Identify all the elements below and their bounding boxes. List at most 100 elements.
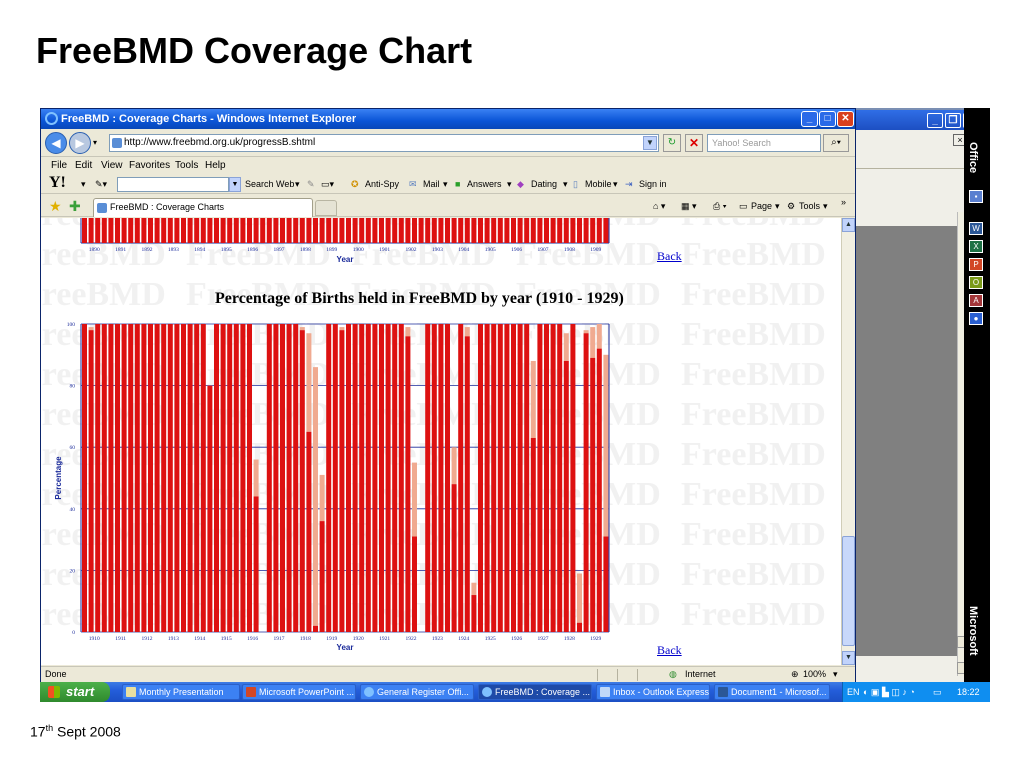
menu-edit[interactable]: Edit [75,160,93,171]
scroll-up-icon[interactable]: ▲ [842,218,855,232]
excel-icon[interactable]: X [969,240,983,253]
history-dropdown-icon[interactable]: ▾ [93,138,98,147]
task-general-register[interactable]: General Register Offi... [360,684,474,700]
chevron-more-icon[interactable]: » [841,197,847,207]
vertical-scrollbar[interactable]: ▲ ▼ [841,218,855,665]
menu-tools[interactable]: Tools [175,160,199,171]
menu-favorites[interactable]: Favorites [129,160,171,171]
home-icon[interactable]: ⌂ ▾ [653,201,666,211]
bar-partial [603,354,609,537]
answers-button[interactable]: Answers [467,179,502,189]
access-icon[interactable]: A [969,294,983,307]
language-indicator[interactable]: EN [847,687,860,697]
word-icon[interactable]: W [969,222,983,235]
zoom-level[interactable]: 100% [803,669,827,679]
maximize-icon[interactable]: □ [819,111,836,127]
minimize-icon[interactable]: _ [927,113,943,128]
task-freebmd[interactable]: FreeBMD : Coverage ... [478,684,592,700]
feeds-icon[interactable]: ▦ ▾ [681,201,697,211]
back-link-top[interactable]: Back [657,249,682,263]
dropdown-arrow-icon[interactable]: ▾ [295,179,300,189]
office-app-icon[interactable]: ▪ [969,190,983,203]
pencil-icon[interactable]: ✎ [307,179,315,189]
scrollbar-thumb[interactable] [842,536,855,646]
dropdown-arrow-icon[interactable]: ▾ [443,179,448,189]
tab-freebmd[interactable]: FreeBMD : Coverage Charts [93,198,313,217]
back-link-bottom[interactable]: Back [657,643,682,657]
mobile-button[interactable]: Mobile [585,179,612,189]
top-chart-bar [570,218,576,243]
tools-menu-button[interactable]: Tools [799,201,821,211]
dropdown-arrow-icon[interactable]: ▼ [229,177,241,192]
menu-file[interactable]: File [51,160,68,171]
publisher-icon[interactable]: ● [969,312,983,325]
search-input[interactable]: Yahoo! Search [707,134,821,152]
stop-icon[interactable]: ✕ [685,134,703,152]
x-tick-label: 1910 [89,636,100,642]
dropdown-arrow-icon[interactable]: ▾ [823,201,828,211]
top-chart-bar [544,218,549,243]
forward-arrow-icon[interactable]: ▶ [69,132,91,154]
task-word-document[interactable]: Document1 - Microsof... [714,684,830,700]
internet-explorer-window: FreeBMD : Coverage Charts - Windows Inte… [40,108,856,682]
task-monthly-presentation[interactable]: Monthly Presentation [122,684,240,700]
page-menu-button[interactable]: Page [751,201,773,211]
scroll-down-icon[interactable]: ▼ [842,651,855,665]
task-powerpoint[interactable]: Microsoft PowerPoint ... [242,684,356,700]
dropdown-arrow-icon[interactable]: ▾ [507,179,512,189]
top-chart-bar [273,218,279,243]
search-icon[interactable]: ⌕▾ [823,134,849,152]
x-tick-label: 1922 [406,636,417,642]
outlook-icon[interactable]: O [969,276,983,289]
bookmark-icon[interactable]: ▭▾ [321,179,335,189]
top-chart-bar [260,218,266,243]
anti-spy-icon: ✪ [351,179,359,189]
bar-complete [372,324,378,632]
yahoo-logo-icon[interactable]: Y! [49,174,66,191]
top-chart-bar [365,218,371,243]
start-button[interactable]: start [40,682,110,702]
add-favorites-icon[interactable]: ✚ [69,198,81,214]
dating-button[interactable]: Dating [531,179,558,189]
anti-spy-button[interactable]: Anti-Spy [365,179,400,189]
new-tab-button[interactable] [315,200,337,216]
status-bar: Done ◍ Internet ⊕ 100% ▾ [41,666,855,682]
dropdown-arrow-icon[interactable]: ▾ [775,201,780,211]
dropdown-arrow-icon[interactable]: ▾ [613,179,618,189]
sign-in-button[interactable]: Sign in [639,179,667,189]
menu-view[interactable]: View [101,160,123,171]
back-arrow-icon[interactable]: ◀ [45,132,67,154]
top-chart-bar [511,218,516,243]
dropdown-arrow-icon[interactable]: ▼ [643,136,657,150]
monitor-icon[interactable]: ▭ [933,687,942,697]
refresh-icon[interactable]: ↻ [663,134,681,152]
powerpoint-icon[interactable]: P [969,258,983,271]
bar-complete [306,431,312,632]
gear-icon: ⚙ [787,201,796,211]
bar-partial [306,333,312,432]
yahoo-search-input[interactable] [117,177,229,192]
minimize-icon[interactable]: _ [801,111,818,127]
print-icon[interactable]: ⎙ ▾ [713,201,727,211]
restore-icon[interactable]: ❐ [945,113,961,128]
top-x-tick-label: 1907 [538,247,549,253]
y-tick-label: 0 [72,630,75,636]
search-web-button[interactable]: Search Web [245,179,295,189]
dropdown-arrow-icon[interactable]: ▾ [563,179,568,189]
address-bar[interactable]: http://www.freebmd.org.uk/progressB.shtm… [109,134,659,152]
desktop-screenshot: _ ❐ ✕ × ▼ ▼ ▸ Office ▪ W X P O A ● [40,108,990,702]
tray-icons[interactable]: ◐ ▣ ▙ ◫ ♪ ◔ [863,687,915,697]
pencil-icon[interactable]: ✎▾ [95,179,108,189]
mail-button[interactable]: Mail [423,179,440,189]
task-label: Inbox - Outlook Express [613,687,710,697]
menu-help[interactable]: Help [205,160,226,171]
ie-title-bar[interactable]: FreeBMD : Coverage Charts - Windows Inte… [41,109,855,129]
bar-complete [95,324,101,632]
favorites-star-icon[interactable]: ★ [49,198,62,214]
top-chart-bar [431,218,437,243]
dropdown-arrow-icon[interactable]: ▾ [833,669,838,679]
close-icon[interactable]: ✕ [837,111,854,127]
dropdown-arrow-icon[interactable]: ▾ [81,179,86,189]
task-outlook-express[interactable]: Inbox - Outlook Express [596,684,710,700]
